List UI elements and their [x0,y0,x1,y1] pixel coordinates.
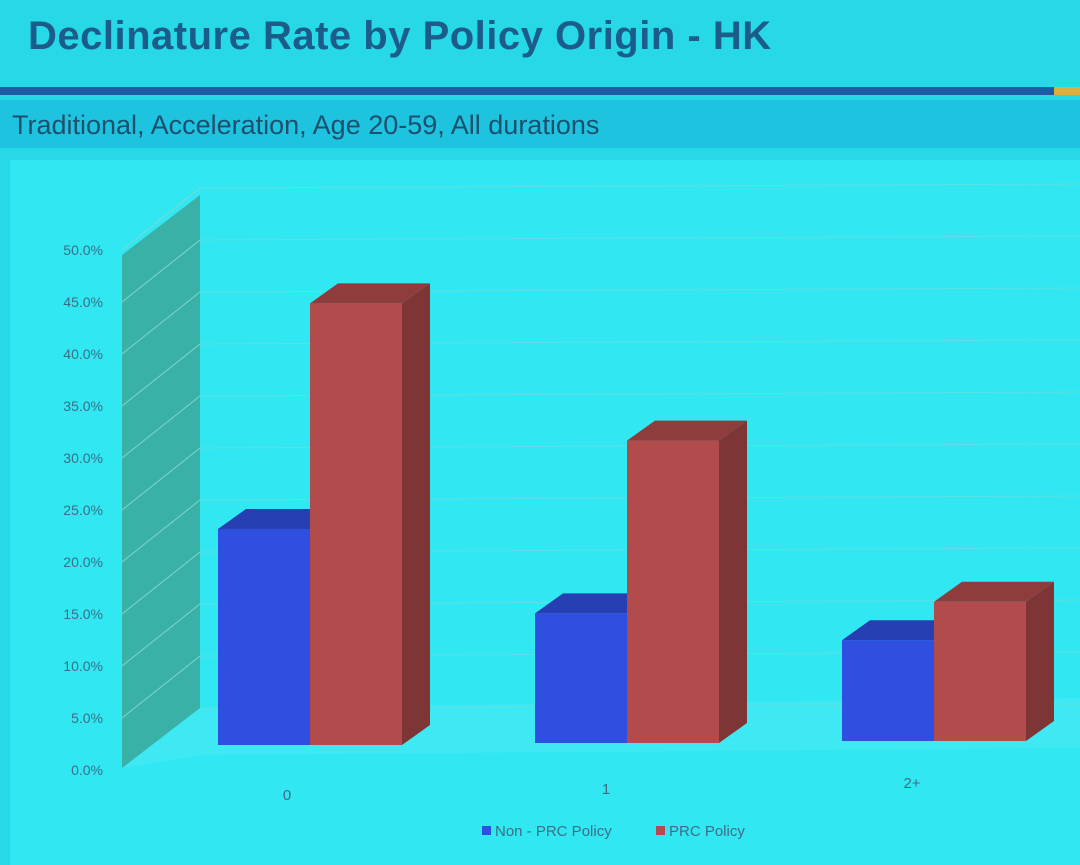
y-tick-label: 25.0% [63,502,103,518]
title-rule-accent [1054,87,1080,95]
chart-bars [218,283,1054,745]
x-category-label: 1 [602,781,610,798]
x-category-label: 2+ [903,775,920,792]
legend-swatch [656,826,665,835]
y-axis-ticks: 0.0% 5.0% 10.0% 15.0% 20.0% 25.0% 30.0% 35.0% 40… [63,242,103,778]
y-tick-label: 45.0% [63,294,103,310]
page-title: Declinature Rate by Policy Origin - HK [28,14,772,58]
x-category-label: 0 [283,787,291,804]
y-tick-label: 20.0% [63,554,103,570]
y-tick-label: 35.0% [63,398,103,414]
x-axis-categories: 0 1 2+ [283,775,921,804]
bar-prc-policy-0 [310,283,430,745]
y-tick-label: 40.0% [63,346,103,362]
bar-prc-policy-2p [934,581,1054,741]
y-tick-label: 5.0% [71,710,103,726]
y-tick-label: 0.0% [71,762,103,778]
y-tick-label: 10.0% [63,658,103,674]
title-rule [0,87,1080,95]
legend-swatch [482,826,491,835]
legend-label: Non - PRC Policy [495,823,612,840]
y-tick-label: 30.0% [63,450,103,466]
y-tick-label: 50.0% [63,242,103,258]
legend-label: PRC Policy [669,823,745,840]
subtitle-bar [0,100,1080,148]
chart-side-wall [121,187,201,768]
bar-prc-policy-1 [627,420,747,743]
y-tick-label: 15.0% [63,606,103,622]
page-subtitle: Traditional, Acceleration, Age 20-59, Al… [12,110,600,140]
chart-legend: Non - PRC Policy PRC Policy [482,823,745,840]
